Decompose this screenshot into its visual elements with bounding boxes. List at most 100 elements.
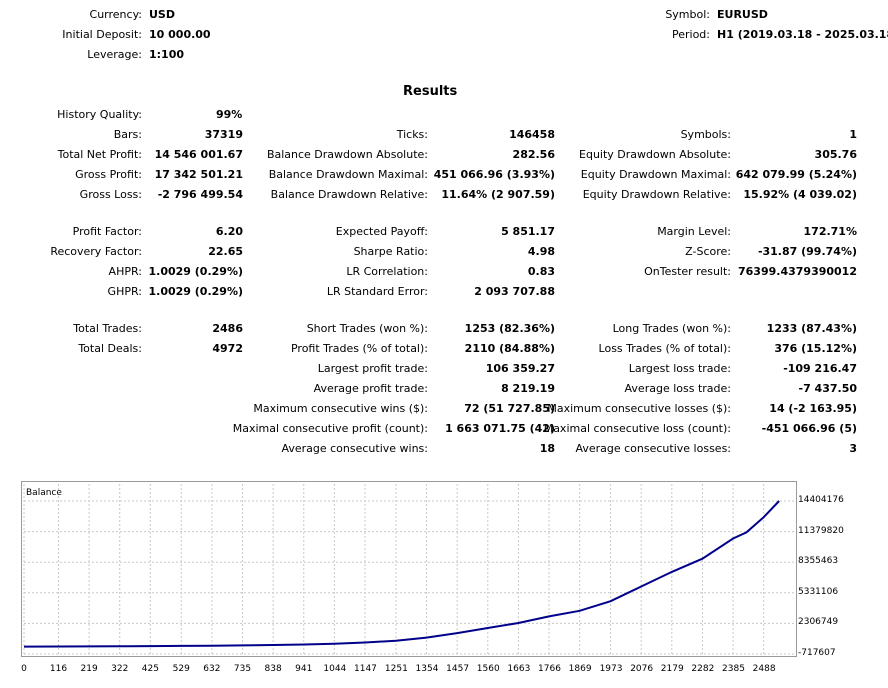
stat-average-consecutive-losses-label: Average consecutive losses: [575, 442, 731, 455]
stat-sharpe-ratio-label: Sharpe Ratio: [353, 245, 428, 258]
balance-chart: Balance [21, 481, 797, 657]
header-symbol-value: EURUSD [717, 8, 768, 21]
stat-expected-payoff-value: 5 851.17 [501, 225, 555, 238]
x-tick-label: 2179 [660, 664, 684, 674]
x-tick-label: 941 [295, 664, 313, 674]
stat-long-trades-won-label: Long Trades (won %): [612, 322, 731, 335]
stat-total-trades-label: Total Trades: [73, 322, 142, 335]
stat-history-quality-value: 99% [216, 108, 243, 121]
header-deposit-value: 10 000.00 [149, 28, 211, 41]
stat-balance-drawdown-absolute-label: Balance Drawdown Absolute: [266, 148, 428, 161]
header-currency-label: Currency: [89, 8, 142, 21]
y-tick-label: 11379820 [798, 525, 844, 536]
header-currency-value: USD [149, 8, 175, 21]
results-title: Results [403, 84, 458, 99]
x-tick-label: 632 [203, 664, 221, 674]
stat-maximal-consecutive-loss-count-label: Maximal consecutive loss (count): [543, 422, 731, 435]
x-tick-label: 322 [111, 664, 129, 674]
stat-maximal-consecutive-loss-count-value: -451 066.96 (5) [761, 422, 857, 435]
stat-ontester-result-label: OnTester result: [644, 265, 731, 278]
stat-profit-factor-label: Profit Factor: [72, 225, 142, 238]
stat-gross-profit-value: 17 342 501.21 [154, 168, 243, 181]
stat-z-score-label: Z-Score: [685, 245, 731, 258]
stat-lr-correlation-label: LR Correlation: [346, 265, 428, 278]
stat-short-trades-won-label: Short Trades (won %): [306, 322, 428, 335]
stat-history-quality-label: History Quality: [57, 108, 142, 121]
stat-loss-trades-of-total-label: Loss Trades (% of total): [598, 342, 731, 355]
balance-line [23, 500, 780, 648]
stat-largest-loss-trade-value: -109 216.47 [783, 362, 857, 375]
header-leverage-value: 1:100 [149, 48, 185, 61]
x-tick-label: 735 [233, 664, 252, 674]
stat-bars-value: 37319 [204, 128, 243, 141]
x-tick-label: 1560 [476, 664, 500, 674]
header-period-label: Period: [671, 28, 710, 41]
stat-ghpr-value: 1.0029 (0.29%) [148, 285, 244, 298]
stat-maximum-consecutive-losses-value: 14 (-2 163.95) [769, 402, 857, 415]
stat-maximum-consecutive-wins-label: Maximum consecutive wins ($): [253, 402, 428, 415]
stat-sharpe-ratio-value: 4.98 [527, 245, 555, 258]
x-tick-label: 1973 [599, 664, 623, 674]
stat-equity-drawdown-maximal-label: Equity Drawdown Maximal: [580, 168, 731, 181]
stat-recovery-factor-value: 22.65 [208, 245, 243, 258]
x-tick-label: 1251 [384, 664, 408, 674]
stat-average-loss-trade-label: Average loss trade: [624, 382, 731, 395]
stat-total-net-profit-value: 14 546 001.67 [154, 148, 243, 161]
stat-total-trades-value: 2486 [212, 322, 243, 335]
stat-average-profit-trade-label: Average profit trade: [313, 382, 428, 395]
stat-margin-level-label: Margin Level: [657, 225, 731, 238]
x-tick-label: 2076 [630, 664, 654, 674]
stat-ahpr-label: AHPR: [108, 265, 142, 278]
stat-largest-loss-trade-label: Largest loss trade: [628, 362, 731, 375]
stat-long-trades-won-value: 1233 (87.43%) [766, 322, 857, 335]
stat-ticks-value: 146458 [509, 128, 555, 141]
stat-recovery-factor-label: Recovery Factor: [50, 245, 142, 258]
x-tick-label: 219 [80, 664, 98, 674]
header-deposit-label: Initial Deposit: [62, 28, 142, 41]
stat-profit-factor-value: 6.20 [215, 225, 243, 238]
x-tick-label: 425 [141, 664, 159, 674]
chart-title: Balance [26, 488, 62, 498]
x-tick-label: 1869 [568, 664, 592, 674]
stat-gross-loss-label: Gross Loss: [79, 188, 142, 201]
header-leverage-label: Leverage: [87, 48, 142, 61]
stat-maximum-consecutive-wins-value: 72 (51 727.85) [464, 402, 555, 415]
stat-total-deals-label: Total Deals: [78, 342, 142, 355]
y-tick-label: 14404176 [798, 495, 844, 505]
stat-margin-level-value: 172.71% [803, 225, 857, 238]
stat-symbols-value: 1 [849, 128, 857, 141]
y-tick-label: -717607 [798, 648, 836, 658]
stat-average-consecutive-losses-value: 3 [849, 442, 857, 455]
stat-gross-loss-value: -2 796 499.54 [157, 188, 243, 201]
x-tick-label: 1457 [446, 664, 470, 674]
stat-ahpr-value: 1.0029 (0.29%) [148, 265, 244, 278]
stat-equity-drawdown-relative-label: Equity Drawdown Relative: [582, 188, 731, 201]
balance-chart-svg: Balance [23, 484, 794, 655]
stat-profit-trades-of-total-value: 2110 (84.88%) [464, 342, 555, 355]
stat-balance-drawdown-maximal-value: 451 066.96 (3.93%) [433, 168, 555, 181]
stat-equity-drawdown-maximal-value: 642 079.99 (5.24%) [735, 168, 857, 181]
stat-maximal-consecutive-profit-count-label: Maximal consecutive profit (count): [232, 422, 428, 435]
stat-ontester-result-value: 76399.4379390012 [738, 265, 857, 278]
header-symbol-label: Symbol: [665, 8, 710, 21]
stat-balance-drawdown-relative-label: Balance Drawdown Relative: [270, 188, 428, 201]
stat-balance-drawdown-relative-value: 11.64% (2 907.59) [441, 188, 555, 201]
stat-gross-profit-label: Gross Profit: [75, 168, 142, 181]
stat-balance-drawdown-absolute-value: 282.56 [512, 148, 555, 161]
stat-short-trades-won-value: 1253 (82.36%) [464, 322, 555, 335]
stat-symbols-label: Symbols: [680, 128, 731, 141]
x-tick-label: 1354 [415, 664, 439, 674]
stat-maximal-consecutive-profit-count-value: 1 663 071.75 (42) [445, 422, 555, 435]
x-tick-label: 1147 [354, 664, 377, 674]
stat-average-profit-trade-value: 8 219.19 [501, 382, 555, 395]
stat-lr-standard-error-value: 2 093 707.88 [474, 285, 555, 298]
stat-profit-trades-of-total-label: Profit Trades (% of total): [290, 342, 428, 355]
stat-balance-drawdown-maximal-label: Balance Drawdown Maximal: [268, 168, 428, 181]
y-tick-label: 5331106 [798, 586, 839, 597]
stat-equity-drawdown-relative-value: 15.92% (4 039.02) [743, 188, 857, 201]
x-tick-label: 838 [264, 664, 282, 674]
x-tick-label: 116 [49, 664, 68, 674]
stat-total-net-profit-label: Total Net Profit: [57, 148, 142, 161]
stat-largest-profit-trade-label: Largest profit trade: [317, 362, 428, 375]
stat-maximum-consecutive-losses-label: Maximum consecutive losses ($): [547, 402, 731, 415]
